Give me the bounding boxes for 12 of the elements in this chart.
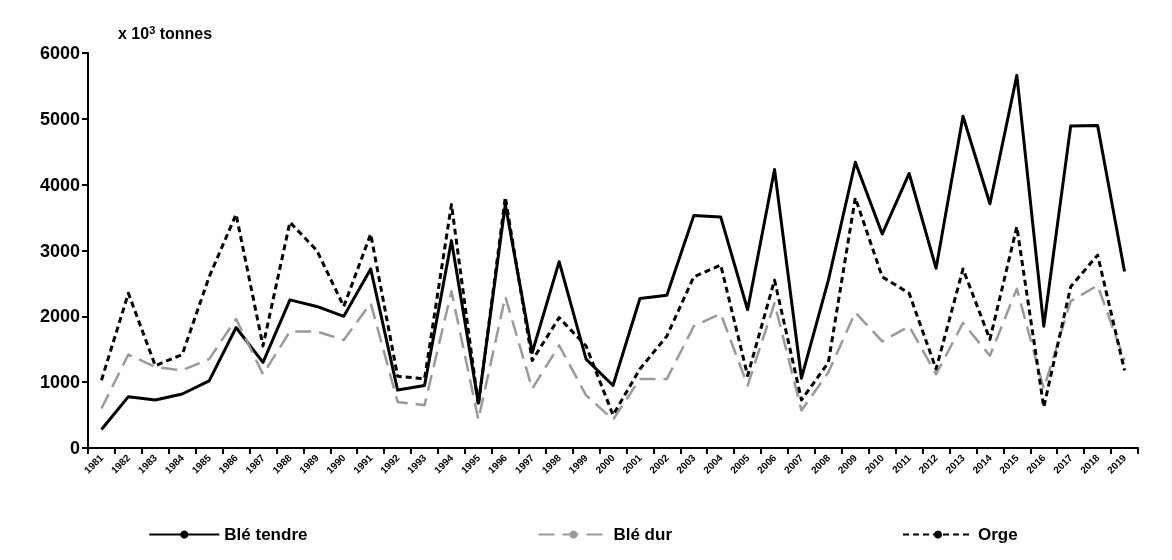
y-tick-label: 3000 bbox=[39, 240, 80, 261]
y-tick-label: 1000 bbox=[39, 372, 80, 393]
legend-label: Blé dur bbox=[613, 525, 673, 544]
line-series bbox=[99, 73, 1127, 432]
line-series bbox=[100, 284, 1126, 421]
legend-label: Orge bbox=[978, 525, 1018, 544]
y-tick-label: 5000 bbox=[39, 108, 80, 129]
y-tick-label: 6000 bbox=[39, 43, 80, 63]
y-tick-label: 4000 bbox=[39, 174, 80, 195]
legend-label: Blé tendre bbox=[224, 525, 308, 544]
y-tick-label: 2000 bbox=[39, 306, 80, 327]
y-tick-label: 0 bbox=[69, 438, 80, 458]
